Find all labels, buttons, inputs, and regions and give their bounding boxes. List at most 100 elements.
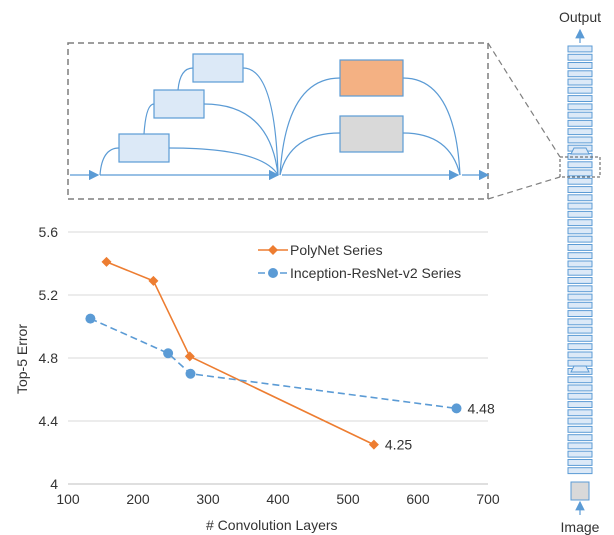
network-layer-block [567,450,593,458]
chart-series: 4.25 4.48 [85,256,495,453]
x-tick-label: 400 [266,491,290,507]
network-layer-block [567,293,593,301]
zoom-highlight [559,156,601,178]
network-layer-block [567,111,593,119]
network-layer-block [567,244,593,251]
zoom-guide-bottom [487,176,561,200]
output-label: Output [559,9,601,25]
stem-block [570,481,590,501]
network-layer-block [567,334,593,342]
network-layer-block [567,53,593,61]
branch-out-1 [168,147,279,176]
branch-in-2 [143,103,155,135]
image-label: Image [561,519,600,535]
y-tick-label: 5.2 [39,287,59,303]
chart-grid [68,231,488,485]
legend-label: PolyNet Series [290,242,383,258]
network-layer-block [567,78,593,86]
y-axis-title: Top-5 Error [14,324,30,394]
branch-out-3 [242,67,279,176]
legend-marker [268,245,278,255]
network-layer-block [567,70,593,78]
network-layer-block [567,459,593,466]
x-tick-labels: 100 200 300 400 500 600 700 [56,491,500,507]
way-in-bottom [279,132,341,176]
network-layer-block [567,359,593,367]
network-layer-block [567,136,593,144]
zoom-guide-top [487,42,561,158]
network-layer-block [567,277,593,284]
network-layer-block [567,260,593,268]
network-layer-block [567,103,593,111]
way-in-top [279,77,341,176]
network-layer-block [567,326,593,334]
block-f1 [118,133,170,163]
data-point [368,439,379,450]
network-layer-block [567,86,593,94]
y-tick-labels: 4 4.4 4.8 5.2 5.6 [39,224,59,492]
block-f2 [153,89,205,119]
network-layer-block [567,235,593,243]
network-layer-block [567,409,593,417]
block-gray [339,115,404,153]
legend-marker [268,268,278,278]
network-layer-block [567,62,593,69]
network-layer-block [567,169,593,177]
data-point [163,348,174,359]
legend-label: Inception-ResNet-v2 Series [290,265,461,281]
y-tick-label: 4 [50,476,58,492]
network-layer-block [567,285,593,293]
network-layer-block [567,186,593,194]
data-point [101,256,112,267]
network-layer-block [567,219,593,227]
network-layer-block [567,95,593,102]
network-layer-block [567,119,593,127]
reduction-block [570,365,590,373]
network-layer-block [567,161,593,169]
network-layer-block [567,318,593,326]
network-layer-block [567,467,593,475]
network-column: Output Image [559,9,601,535]
block-f3 [192,53,244,83]
network-layer-block [567,252,593,260]
network-layer-block [567,268,593,276]
series-line [90,317,457,410]
y-tick-label: 4.4 [39,413,59,429]
y-tick-label: 4.8 [39,350,59,366]
error-chart: 4 4.4 4.8 5.2 5.6 100 200 300 400 500 600 700 4.25… [14,224,500,533]
x-tick-label: 500 [336,491,360,507]
network-layer-block [567,401,593,409]
network-layer-block [567,310,593,318]
branch-out-2 [203,103,279,176]
x-tick-label: 300 [196,491,220,507]
network-layer-block [567,202,593,210]
network-layer-block [567,301,593,309]
network-layer-block [567,417,593,425]
x-tick-label: 100 [56,491,80,507]
network-layer-block [567,434,593,442]
data-label: 4.25 [385,437,412,453]
x-tick-label: 200 [126,491,150,507]
data-point [85,313,96,324]
chart-legend: PolyNet Series Inception-ResNet-v2 Series [258,242,461,281]
data-point [451,403,462,414]
network-layer-block [567,210,593,218]
network-layer-block [567,384,593,392]
network-layer-block [567,227,593,235]
branch-in-1 [99,147,120,176]
data-label: 4.48 [468,400,495,416]
network-layer-block [567,442,593,450]
network-layer-block [567,376,593,384]
network-layer-block [567,177,593,185]
block-orange [339,59,404,97]
module-diagram [67,42,490,200]
data-point [184,351,195,362]
x-tick-label: 700 [476,491,500,507]
layer-stack [567,45,593,475]
x-axis-title: # Convolution Layers [206,517,338,533]
data-point [148,275,159,286]
network-layer-block [567,392,593,400]
way-out-top [402,77,461,176]
x-tick-label: 600 [406,491,430,507]
